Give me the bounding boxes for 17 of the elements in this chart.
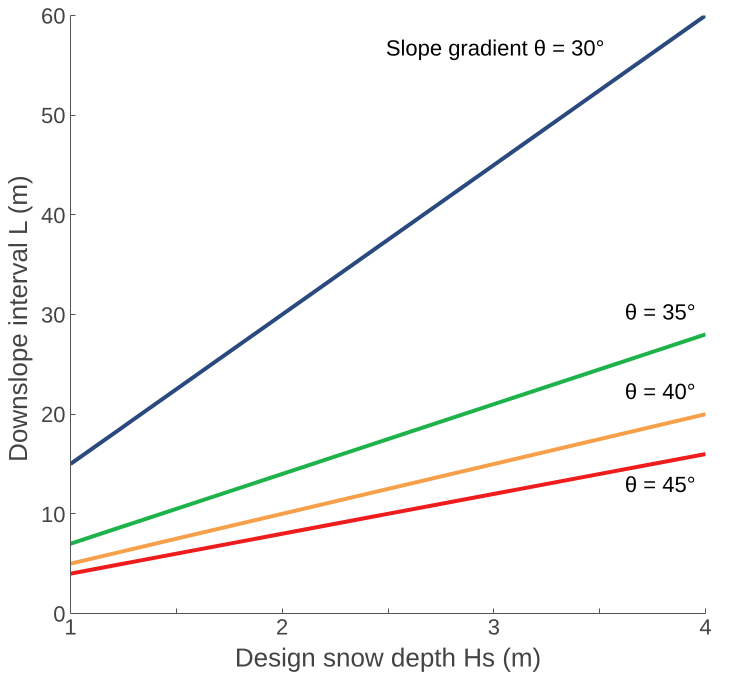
series-label: θ = 35°	[624, 299, 696, 324]
x-tick-label: 3	[488, 614, 500, 640]
series-label: θ = 40°	[624, 379, 696, 404]
y-tick-label: 50	[41, 103, 66, 128]
y-tick-label: 10	[41, 502, 66, 527]
x-tick-label: 1	[64, 614, 77, 640]
y-tick-label: 30	[41, 302, 66, 328]
series-label: θ = 45°	[624, 472, 696, 498]
x-tick-label: 4	[699, 614, 712, 640]
x-tick-label: 2	[276, 614, 288, 640]
y-tick-label: 20	[41, 402, 66, 428]
series-label: Slope gradient θ = 30°	[386, 36, 604, 60]
y-axis-title: Downslope interval L (m)	[3, 175, 34, 462]
y-tick-label: 40	[41, 202, 66, 228]
y-tick-label: 60	[41, 4, 66, 28]
y-tick-label: 0	[53, 602, 66, 626]
x-axis-title: Design snow depth Hs (m)	[234, 642, 542, 672]
